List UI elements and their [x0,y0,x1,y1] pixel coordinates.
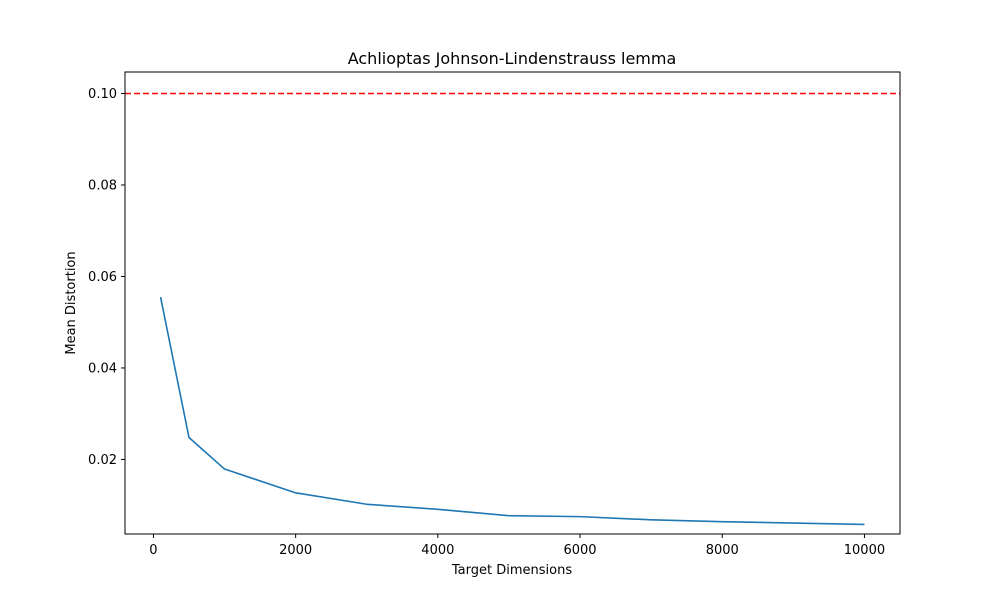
y-tick-label: 0.08 [88,178,117,193]
x-tick-label: 4000 [421,543,454,558]
x-tick-label: 2000 [279,543,312,558]
x-axis: 0 2000 4000 6000 8000 10000 [149,534,885,558]
y-axis-label: Mean Distortion [64,251,79,354]
y-tick-label: 0.06 [88,270,117,285]
x-tick-label: 0 [149,543,157,558]
y-tick-label: 0.04 [88,361,117,376]
y-tick-label: 0.02 [88,453,117,468]
y-axis: 0.02 0.04 0.06 0.08 0.10 [88,87,125,468]
x-tick-label: 8000 [706,543,739,558]
x-tick-label: 6000 [563,543,596,558]
axes-frame [124,71,901,535]
plot-area [125,92,900,526]
chart-title: Achlioptas Johnson-Lindenstrauss lemma [348,49,677,68]
x-tick-label: 10000 [844,543,885,558]
series-line-0 [159,296,865,526]
x-axis-label: Target Dimensions [451,563,572,578]
y-tick-label: 0.10 [88,87,117,102]
